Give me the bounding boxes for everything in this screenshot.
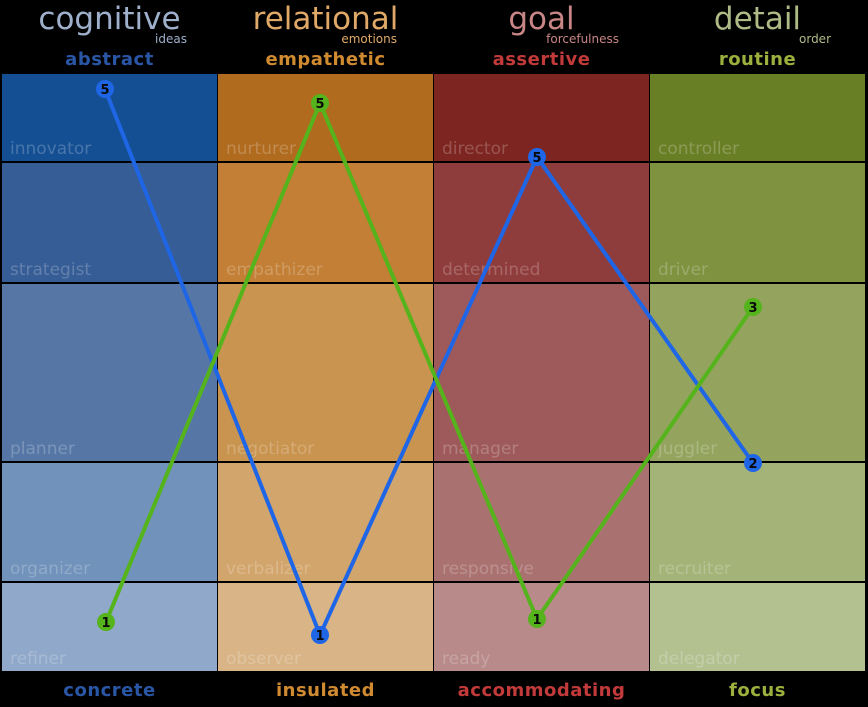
cell-label: strategist bbox=[10, 260, 92, 280]
grid-cell-strategist: strategist bbox=[2, 163, 217, 282]
data-point-2-2: 5 bbox=[311, 94, 329, 112]
cell-label: recruiter bbox=[658, 559, 732, 579]
grid-cell-manager: manager bbox=[434, 284, 649, 461]
cell-label: verbalizer bbox=[226, 559, 311, 579]
grid-cell-driver: driver bbox=[650, 163, 865, 282]
grid-cell-controller: controller bbox=[650, 74, 865, 161]
series-line-2 bbox=[104, 97, 755, 624]
grid-cell-recruiter: recruiter bbox=[650, 463, 865, 581]
data-point-label: 5 bbox=[532, 151, 541, 166]
column-title: goal bbox=[508, 1, 575, 37]
grid-cell-organizer: organizer bbox=[2, 463, 217, 581]
column-header-detail: detail order routine bbox=[650, 0, 865, 72]
column-top-label: abstract bbox=[65, 49, 154, 70]
cell-label: controller bbox=[658, 139, 740, 159]
cell-label: planner bbox=[10, 439, 75, 459]
data-point-label: 3 bbox=[748, 301, 757, 316]
data-point-1-1: 5 bbox=[96, 80, 114, 98]
data-point-2-1: 1 bbox=[97, 613, 115, 631]
cell-label: organizer bbox=[10, 559, 91, 579]
column-top-label: empathetic bbox=[265, 49, 386, 70]
column-title: detail bbox=[713, 1, 802, 37]
grid-cell-ready: ready bbox=[434, 583, 649, 671]
data-point-2-4: 3 bbox=[744, 298, 762, 316]
data-point-label: 1 bbox=[315, 629, 324, 644]
column-subtitle: emotions bbox=[341, 32, 397, 46]
column-bottom-label: concrete bbox=[63, 680, 156, 701]
data-point-label: 1 bbox=[532, 613, 541, 628]
column-top-label: assertive bbox=[492, 49, 591, 70]
grid-cell-delegator: delegator bbox=[650, 583, 865, 671]
column-header-goal: goal forcefulness assertive bbox=[434, 0, 649, 72]
column-header-cognitive: cognitive ideas abstract bbox=[2, 0, 217, 72]
cell-label: refiner bbox=[10, 649, 67, 669]
column-subtitle: order bbox=[799, 32, 831, 46]
grid-cell-responsive: responsive bbox=[434, 463, 649, 581]
column-title: relational bbox=[252, 1, 399, 37]
column-subtitle: ideas bbox=[155, 32, 187, 46]
cell-label: ready bbox=[442, 649, 491, 669]
data-point-label: 5 bbox=[315, 97, 324, 112]
cell-label: juggler bbox=[658, 439, 718, 459]
data-point-1-4: 2 bbox=[744, 454, 762, 472]
grid-cell-negotiator: negotiator bbox=[218, 284, 433, 461]
cell-label: determined bbox=[442, 260, 541, 280]
cell-label: driver bbox=[658, 260, 709, 280]
grid-cell-planner: planner bbox=[2, 284, 217, 461]
grid-cell-verbalizer: verbalizer bbox=[218, 463, 433, 581]
cell-label: director bbox=[442, 139, 508, 159]
column-top-label: routine bbox=[718, 49, 797, 70]
data-point-label: 5 bbox=[100, 83, 109, 98]
column-title: cognitive bbox=[38, 1, 181, 37]
data-point-label: 1 bbox=[101, 616, 110, 631]
column-subtitle: forcefulness bbox=[546, 32, 619, 46]
column-bottom-label: focus bbox=[729, 680, 786, 701]
column-bottom-label: insulated bbox=[275, 680, 376, 701]
data-point-1-3: 5 bbox=[528, 148, 546, 166]
cell-label: responsive bbox=[442, 559, 534, 579]
column-header-relational: relational emotions empathetic bbox=[218, 0, 433, 72]
grid-cell-director: director bbox=[434, 74, 649, 161]
data-point-1-2: 1 bbox=[311, 626, 329, 644]
cell-label: innovator bbox=[10, 139, 92, 159]
data-point-label: 2 bbox=[748, 457, 757, 472]
cell-label: delegator bbox=[658, 649, 740, 669]
data-point-2-3: 1 bbox=[528, 610, 546, 628]
cell-label: observer bbox=[226, 649, 302, 669]
cell-label: nurturer bbox=[226, 139, 297, 159]
cell-label: manager bbox=[442, 439, 519, 459]
column-bottom-label: accommodating bbox=[457, 680, 626, 701]
